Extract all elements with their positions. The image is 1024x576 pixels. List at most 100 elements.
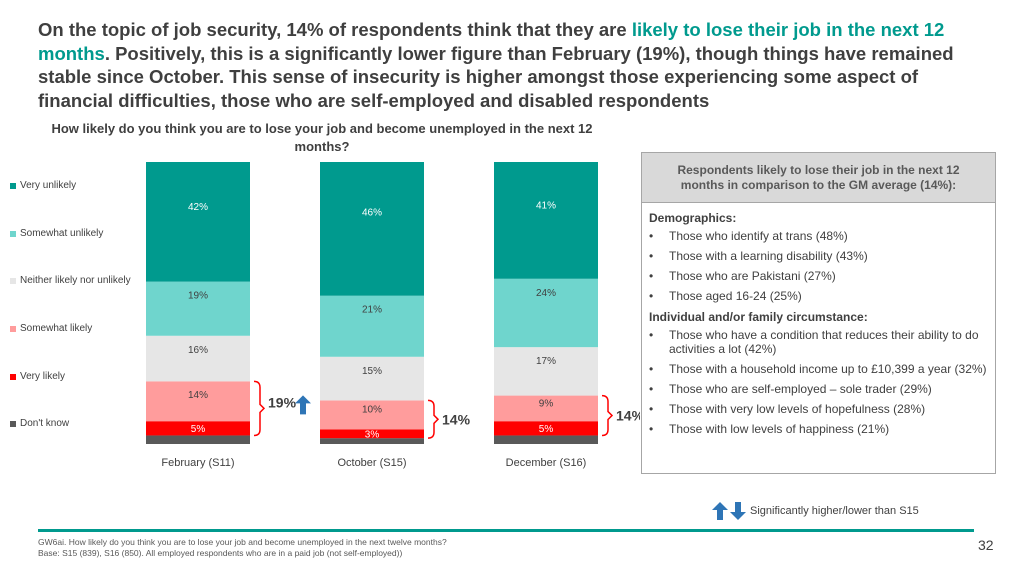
bar-neither xyxy=(494,347,598,396)
likely-total-label: 14% xyxy=(616,408,640,424)
bar-somewhat-likely xyxy=(146,381,250,422)
list-item: • Those aged 16-24 (25%) xyxy=(649,289,987,303)
up-down-arrows-icon xyxy=(712,502,746,520)
insights-panel-body: Demographics: • Those who identify at tra… xyxy=(642,203,995,436)
bar-somewhat-unlikely xyxy=(146,281,250,336)
data-label: 10% xyxy=(362,405,382,416)
bar-dont-know xyxy=(146,435,250,444)
section-heading-circumstance: Individual and/or family circumstance: xyxy=(649,310,868,324)
bar-dont-know xyxy=(320,438,424,444)
data-label: 14% xyxy=(188,390,208,401)
legend-swatch xyxy=(10,325,16,332)
data-label: 46% xyxy=(362,207,382,218)
x-tick-label: October (S15) xyxy=(337,457,406,469)
footer-divider xyxy=(38,529,974,532)
legend-label: Somewhat likely xyxy=(20,323,93,334)
list-item-text: Those with a household income up to £10,… xyxy=(669,362,987,376)
legend-swatch xyxy=(10,277,16,284)
bar-very-unlikely xyxy=(320,162,424,296)
legend-label: Very likely xyxy=(20,371,66,382)
legend-item-very-likely: Very likely xyxy=(10,371,65,382)
headline-highlight: likely to lose their job in the next 12 … xyxy=(38,19,945,64)
likely-total-label: 14% xyxy=(442,411,471,427)
likely-bracket xyxy=(253,380,266,437)
data-label: 5% xyxy=(191,424,206,435)
bar-very-likely xyxy=(494,421,598,436)
legend-swatch xyxy=(10,230,16,237)
list-item: • Those who are Pakistani (27%) xyxy=(649,269,987,283)
list-item-text: Those who are self-employed – sole trade… xyxy=(669,382,932,396)
data-label: 17% xyxy=(536,356,556,367)
list-item: • Those who are self-employed – sole trad… xyxy=(649,382,987,396)
likely-total-label: 19% xyxy=(268,394,297,410)
bar-dont-know xyxy=(494,435,598,444)
headline-text-1: On the topic of job security, 14% of res… xyxy=(38,19,632,40)
bullet: • xyxy=(649,269,654,283)
legend-item-somewhat-likely: Somewhat likely xyxy=(10,323,92,334)
likely-bracket xyxy=(427,399,440,439)
footnote-question: GW6ai. How likely do you think you are t… xyxy=(38,537,447,547)
bullet: • xyxy=(649,328,654,342)
list-item-text: Those aged 16-24 (25%) xyxy=(669,289,802,303)
legend-label: Very unlikely xyxy=(20,180,77,191)
bar-somewhat-likely xyxy=(320,400,424,430)
bullet: • xyxy=(649,422,654,436)
data-label: 15% xyxy=(362,366,382,377)
bar-very-likely xyxy=(320,429,424,439)
list-item: • Those with low levels of happiness (21%… xyxy=(649,422,987,436)
list-item-text: Those who have a condition that reduces … xyxy=(669,328,979,356)
likely-bracket xyxy=(601,394,614,437)
legend-swatch xyxy=(10,182,16,189)
list-item-text: Those with a learning disability (43%) xyxy=(669,249,868,263)
data-label: 42% xyxy=(188,202,208,213)
data-label: 24% xyxy=(536,288,556,299)
list-item: • Those with a household income up to £10… xyxy=(649,362,987,376)
data-label: 21% xyxy=(362,305,382,316)
list-item-text: Those who identify at trans (48%) xyxy=(669,229,848,243)
bar-somewhat-unlikely xyxy=(494,278,598,348)
list-item-text: Those with very low levels of hopefulnes… xyxy=(669,402,926,416)
bullet: • xyxy=(649,362,654,376)
footnote: GW6ai. How likely do you think you are t… xyxy=(38,537,738,559)
data-label: 3% xyxy=(365,429,380,440)
significance-legend-label: Significantly higher/lower than S15 xyxy=(750,505,919,517)
list-item: • Those with very low levels of hopefulne… xyxy=(649,402,987,416)
legend-swatch xyxy=(10,373,16,380)
data-label: 19% xyxy=(188,291,208,302)
data-label: 5% xyxy=(539,424,554,435)
headline-text-2: . Positively, this is a significantly lo… xyxy=(38,42,954,111)
list-item: • Those with a learning disability (43%) xyxy=(649,249,987,263)
x-tick-label: February (S11) xyxy=(161,457,234,469)
up-arrow-icon xyxy=(295,395,311,415)
bar-neither xyxy=(320,356,424,401)
legend-label: Don't know xyxy=(20,418,70,429)
chart-legend: Very unlikely Somewhat unlikely Neither … xyxy=(10,0,155,576)
legend-item-somewhat-unlikely: Somewhat unlikely xyxy=(10,228,103,239)
bar-very-likely xyxy=(146,421,250,436)
insights-panel: Respondents likely to lose their job in … xyxy=(641,152,996,474)
legend-item-dont-know: Don't know xyxy=(10,418,69,429)
stacked-bar-chart: 5% 14% 16% 19% 42% February (S11) 19% 3% 10% 15% 2… xyxy=(146,162,640,469)
bar-somewhat-unlikely xyxy=(320,295,424,357)
list-item: • Those who identify at trans (48%) xyxy=(649,229,987,243)
legend-label: Neither likely nor unlikely xyxy=(20,275,131,286)
chart-title: How likely do you think you are to lose … xyxy=(51,121,593,154)
data-label: 16% xyxy=(188,345,208,356)
bullet: • xyxy=(649,289,654,303)
list-item-text: Those with low levels of happiness (21%) xyxy=(669,422,890,436)
bar-somewhat-likely xyxy=(494,395,598,422)
legend-item-neither: Neither likely nor unlikely xyxy=(10,275,131,286)
bullet: • xyxy=(649,229,654,243)
list-item-text: Those who are Pakistani (27%) xyxy=(669,269,836,283)
x-tick-label: December (S16) xyxy=(506,457,587,469)
page-number: 32 xyxy=(978,537,994,553)
legend-item-very-unlikely: Very unlikely xyxy=(10,180,76,191)
legend-label: Somewhat unlikely xyxy=(20,228,104,239)
bullet: • xyxy=(649,402,654,416)
significance-legend: Significantly higher/lower than S15 xyxy=(712,502,919,520)
bullet: • xyxy=(649,382,654,396)
data-label: 41% xyxy=(536,201,556,212)
bar-very-unlikely xyxy=(146,162,250,282)
insights-panel-title: Respondents likely to lose their job in … xyxy=(642,153,995,203)
bar-very-unlikely xyxy=(494,162,598,279)
